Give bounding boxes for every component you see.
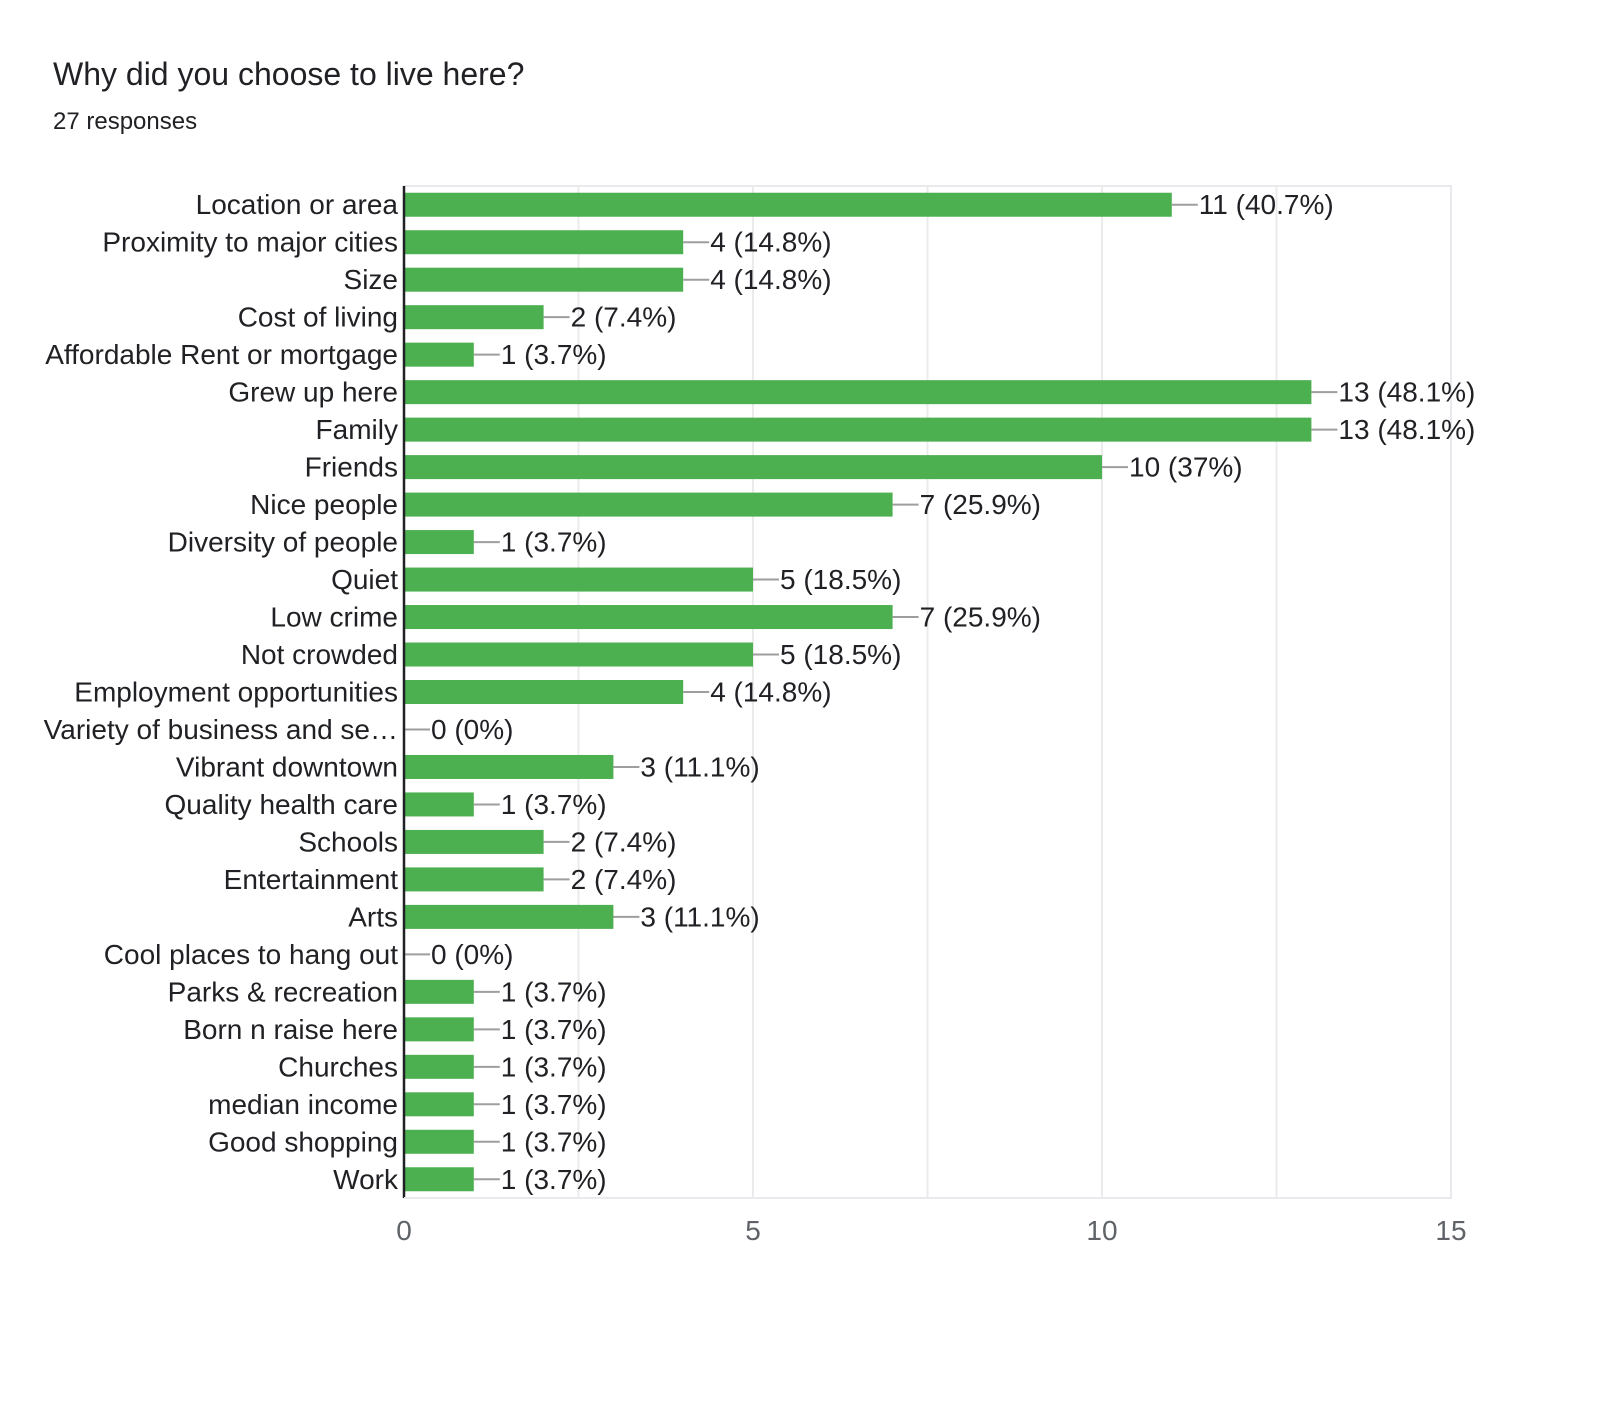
data-label: 4 (14.8%) [710, 677, 831, 708]
category-label: Employment opportunities [74, 677, 398, 708]
bar [404, 455, 1102, 480]
bar [404, 1167, 474, 1192]
x-tick-label: 5 [745, 1215, 761, 1246]
bar [404, 979, 474, 1004]
category-label: Born n raise here [183, 1014, 398, 1045]
bar [404, 530, 474, 555]
data-label: 1 (3.7%) [501, 1089, 607, 1120]
bar [404, 867, 544, 892]
bar [404, 642, 753, 667]
category-label: Nice people [250, 489, 398, 520]
category-label: Churches [278, 1051, 398, 1082]
category-label: Variety of business and se… [44, 714, 398, 745]
category-label: Diversity of people [168, 527, 398, 558]
bar [404, 492, 893, 517]
category-label: Work [333, 1164, 399, 1195]
category-label: Good shopping [208, 1126, 398, 1157]
category-label: Arts [348, 901, 398, 932]
data-label: 2 (7.4%) [571, 302, 677, 333]
bar [404, 230, 684, 255]
data-label: 5 (18.5%) [780, 639, 901, 670]
data-label: 2 (7.4%) [571, 826, 677, 857]
bar [404, 792, 474, 817]
category-label: Grew up here [228, 377, 398, 408]
bar [404, 754, 614, 779]
bar [404, 904, 614, 929]
bar [404, 829, 544, 854]
data-label: 3 (11.1%) [640, 751, 759, 782]
x-tick-label: 0 [396, 1215, 412, 1246]
bar [404, 680, 684, 704]
x-tick-label: 15 [1435, 1215, 1466, 1246]
bar [404, 192, 1172, 217]
category-label: Not crowded [241, 639, 398, 670]
category-label: Low crime [270, 602, 398, 633]
data-label: 1 (3.7%) [501, 1164, 607, 1195]
chart-title: Why did you choose to live here? [53, 56, 525, 92]
category-label: Friends [305, 452, 398, 483]
category-label: Entertainment [224, 864, 399, 895]
data-label: 1 (3.7%) [501, 1126, 607, 1157]
data-label: 0 (0%) [431, 714, 513, 745]
data-label: 1 (3.7%) [501, 1014, 607, 1045]
data-label: 1 (3.7%) [501, 339, 607, 370]
data-label: 3 (11.1%) [640, 901, 759, 932]
data-label: 4 (14.8%) [710, 264, 831, 295]
data-label: 13 (48.1%) [1338, 377, 1475, 408]
category-label: Proximity to major cities [102, 227, 398, 258]
bar [404, 1092, 474, 1117]
bar [404, 417, 1312, 442]
category-label: Schools [298, 826, 398, 857]
data-label: 5 (18.5%) [780, 564, 901, 595]
data-label: 1 (3.7%) [501, 1051, 607, 1082]
category-label: Family [316, 414, 398, 445]
bar [404, 380, 1312, 405]
response-count: 27 responses [53, 108, 198, 135]
data-label: 4 (14.8%) [710, 227, 831, 258]
category-label: Parks & recreation [168, 976, 398, 1007]
data-label: 2 (7.4%) [571, 864, 677, 895]
bar [404, 1017, 474, 1042]
data-label: 7 (25.9%) [920, 602, 1041, 633]
data-label: 0 (0%) [431, 939, 513, 970]
category-label: Size [344, 264, 398, 295]
bar [404, 605, 893, 630]
category-label: Quality health care [165, 789, 398, 820]
bar [404, 342, 474, 367]
category-label: Location or area [196, 189, 399, 220]
data-label: 11 (40.7%) [1199, 189, 1334, 220]
data-label: 1 (3.7%) [501, 789, 607, 820]
category-label: Cool places to hang out [104, 939, 398, 970]
category-label: Vibrant downtown [176, 751, 398, 782]
data-label: 10 (37%) [1129, 452, 1243, 483]
category-label: Quiet [331, 564, 398, 595]
x-tick-label: 10 [1086, 1215, 1117, 1246]
category-label: median income [208, 1089, 398, 1120]
category-label: Cost of living [238, 302, 398, 333]
bar [404, 567, 753, 592]
bar [404, 305, 544, 330]
bar [404, 267, 684, 292]
bar [404, 1129, 474, 1154]
bar [404, 1054, 474, 1079]
data-label: 1 (3.7%) [501, 527, 607, 558]
data-label: 13 (48.1%) [1338, 414, 1475, 445]
data-label: 1 (3.7%) [501, 976, 607, 1007]
category-label: Affordable Rent or mortgage [45, 339, 398, 370]
data-label: 7 (25.9%) [920, 489, 1041, 520]
